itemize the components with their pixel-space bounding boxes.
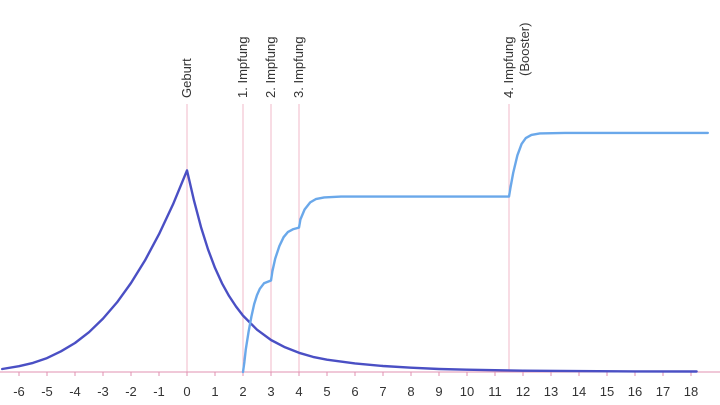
x-tick-label: -4: [69, 384, 81, 399]
x-tick-label: 14: [572, 384, 586, 399]
event-label: Geburt: [179, 58, 194, 98]
x-tick-label: -3: [97, 384, 109, 399]
x-tick-label: 8: [407, 384, 414, 399]
event-label: 4. Impfung: [501, 37, 516, 98]
x-tick-label: -2: [125, 384, 137, 399]
x-tick-label: 1: [211, 384, 218, 399]
x-tick-label: 16: [628, 384, 642, 399]
event-label-secondary: (Booster): [517, 23, 532, 76]
x-tick-label: 7: [379, 384, 386, 399]
x-tick-label: 15: [600, 384, 614, 399]
x-tick-label: 9: [435, 384, 442, 399]
x-tick-label: 4: [295, 384, 302, 399]
x-tick-label: 18: [684, 384, 698, 399]
event-label: 1. Impfung: [235, 37, 250, 98]
event-label: 3. Impfung: [291, 37, 306, 98]
series-line-1: [241, 131, 709, 374]
x-tick-label: 0: [183, 384, 190, 399]
x-tick-label: 3: [267, 384, 274, 399]
event-lines: [186, 104, 510, 372]
x-tick-label: -1: [153, 384, 165, 399]
x-tick-label: 10: [460, 384, 474, 399]
x-tick-label: 11: [488, 384, 502, 399]
series-layer: [1, 131, 709, 374]
x-axis-ticks: -6 -5 -4 -3 -2 -1 0 1 2 3 4 5 6 7 8 9 10 11 12 13 14 15 16 17 18: [13, 372, 698, 399]
x-tick-label: 5: [323, 384, 330, 399]
x-tick-label: -5: [41, 384, 53, 399]
x-tick-label: 2: [239, 384, 246, 399]
x-tick-label: 6: [351, 384, 358, 399]
x-tick-label: 13: [544, 384, 558, 399]
event-labels: Geburt 1. Impfung 2. Impfung 3. Impfung 4. I…: [179, 23, 532, 98]
x-tick-label: 12: [516, 384, 530, 399]
event-label: 2. Impfung: [263, 37, 278, 98]
x-tick-label: -6: [13, 384, 25, 399]
series-line-0: [1, 169, 698, 373]
x-tick-label: 17: [656, 384, 670, 399]
